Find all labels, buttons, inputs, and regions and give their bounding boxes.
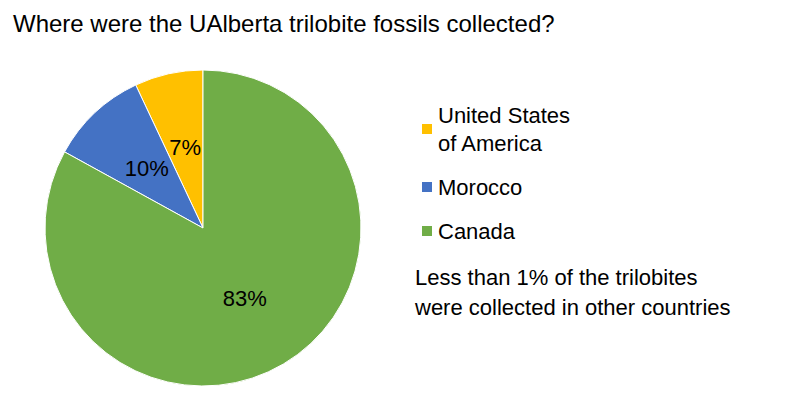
svg-text:7%: 7%: [169, 135, 201, 160]
svg-text:Canada: Canada: [438, 219, 516, 244]
svg-text:Where were the UAlberta trilob: Where were the UAlberta trilobite fossil…: [13, 10, 555, 37]
svg-text:Less than 1% of the trilobites: Less than 1% of the trilobites: [415, 265, 698, 290]
svg-text:Morocco: Morocco: [438, 175, 522, 200]
svg-text:United States: United States: [438, 103, 576, 128]
svg-text:were collected in other countr: were collected in other countries: [414, 295, 731, 320]
svg-text:10%: 10%: [125, 156, 169, 181]
svg-text:83%: 83%: [223, 286, 267, 311]
svg-text:of America: of America: [438, 131, 543, 156]
